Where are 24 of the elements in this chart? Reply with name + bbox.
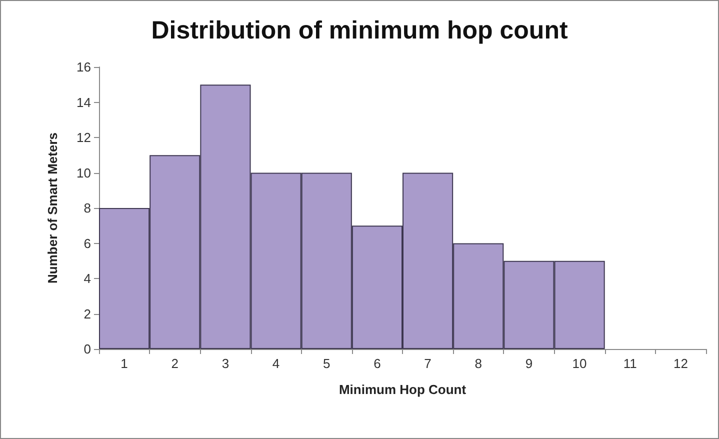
x-tick-label: 7: [424, 356, 432, 371]
y-tick-label: 2: [84, 306, 91, 322]
y-tick-label: 12: [76, 130, 91, 145]
y-axis-title: Number of Smart Meters: [45, 132, 60, 284]
y-tick-label: 4: [84, 271, 91, 286]
x-tick-label: 4: [272, 356, 280, 371]
x-tick-label: 3: [222, 356, 230, 371]
x-tick-label: 9: [525, 356, 533, 371]
x-tick-label: 8: [474, 356, 482, 371]
x-tick-label: 1: [120, 356, 128, 371]
y-tick-label: 6: [84, 236, 91, 251]
y-tick-label: 0: [84, 342, 91, 356]
y-tick-label: 10: [76, 165, 91, 180]
chart-title: Distribution of minimum hop count: [151, 16, 568, 44]
x-tick-label: 6: [374, 356, 381, 371]
x-axis-title: Minimum Hop Count: [338, 382, 467, 397]
x-tick-label: 12: [673, 356, 688, 371]
x-tick-label: 5: [323, 356, 330, 371]
y-tick-label: 16: [76, 60, 91, 74]
x-tick-label: 11: [623, 356, 637, 371]
y-tick-label: 14: [76, 94, 91, 110]
x-tick-label: 10: [572, 356, 587, 371]
y-tick-label: 8: [84, 200, 91, 216]
x-tick-label: 2: [171, 356, 178, 371]
